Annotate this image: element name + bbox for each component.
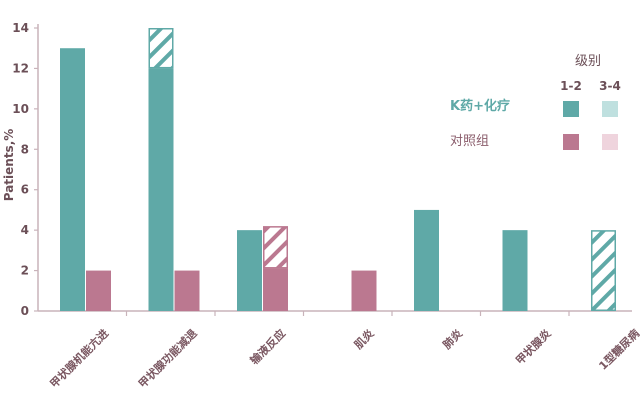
legend-swatch-control-grade12 [563,134,579,150]
bar-k-grade12 [60,48,85,311]
y-tick-label: 4 [21,223,29,237]
legend-col-grade34: 3-4 [599,79,621,93]
category-label: 甲状腺炎 [513,326,554,367]
category-label: 1型糖尿病 [596,326,640,372]
legend-swatch-control-grade34 [602,134,618,150]
legend-col-grade12: 1-2 [560,79,582,93]
category-label: 甲状腺功能减退 [135,326,199,390]
y-tick-label: 6 [21,183,29,197]
bar-control-grade12 [174,270,200,311]
legend-series-k: K药+化疗 [450,98,510,114]
axes: 0 2 4 6 8 10 12 14 [12,21,632,318]
category-label: 甲状腺机能亢进 [47,326,111,390]
y-tick-label: 14 [12,21,29,35]
y-tick-label: 2 [21,264,29,278]
bar-k-grade12 [502,230,528,311]
legend-title: 级别 [575,54,601,69]
legend-series-control: 对照组 [450,134,489,149]
category-label: 肌炎 [350,326,376,352]
category-label: 肺炎 [440,326,465,351]
legend: 级别 1-2 3-4 K药+化疗 对照组 [450,54,621,150]
bar-k-grade12 [237,230,262,311]
bar-control-grade34 [263,226,288,269]
bar-control-grade12 [86,270,111,311]
y-tick-label: 12 [12,61,29,75]
bar-k-grade34 [148,28,174,69]
bars [60,28,616,311]
y-tick-label: 8 [21,142,29,156]
bar-k-grade12 [148,68,174,311]
y-tick-label: 10 [12,102,29,116]
bar-control-grade12 [263,268,288,311]
bar-k-grade34 [591,230,616,311]
legend-swatch-k-grade34 [602,101,618,117]
y-tick-label: 0 [21,304,29,318]
category-label: 输液反应 [247,326,288,367]
category-labels: 甲状腺机能亢进 甲状腺功能减退 输液反应 肌炎 肺炎 甲状腺炎 1型糖尿病 [47,326,640,390]
y-axis-label: Patients,% [2,129,16,202]
bar-k-grade12 [414,209,439,311]
bar-control-grade12 [351,270,377,311]
legend-swatch-k-grade12 [563,101,579,117]
